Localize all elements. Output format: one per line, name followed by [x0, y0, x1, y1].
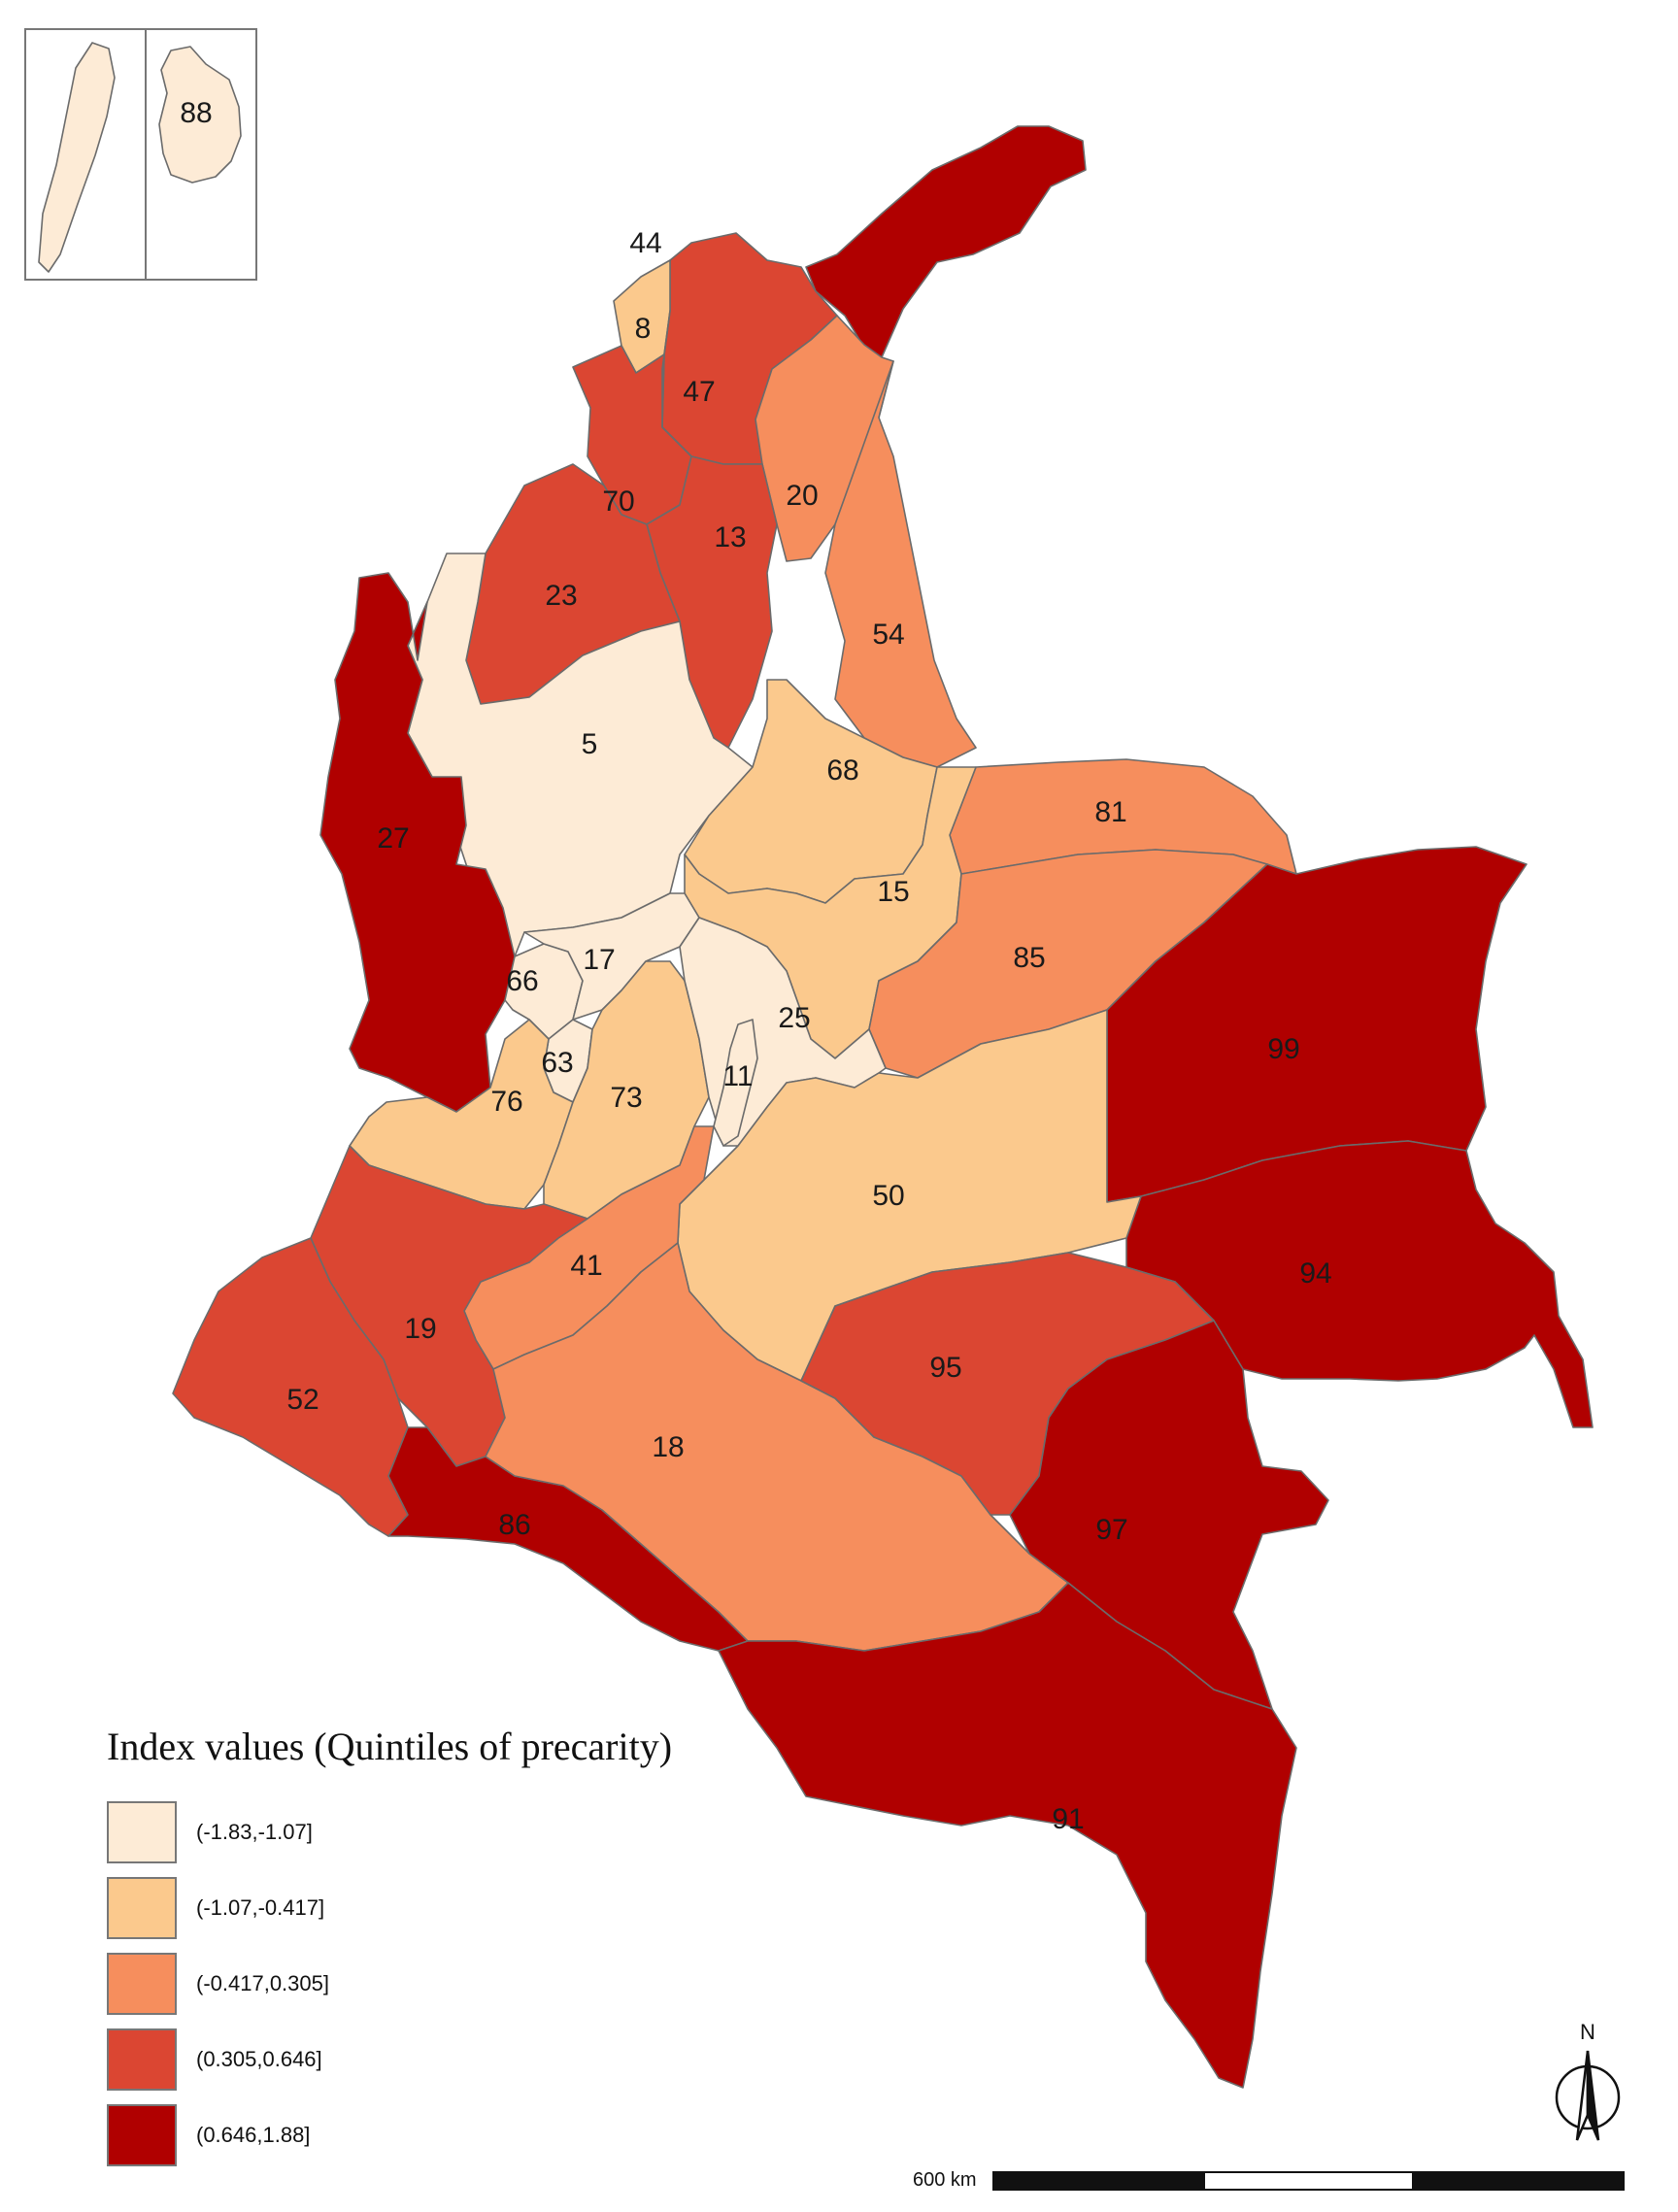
legend-swatch	[107, 1801, 177, 1863]
region-label-91: 91	[1052, 1803, 1084, 1835]
legend-label: (-0.417,0.305]	[196, 1971, 329, 1995]
region-44	[805, 125, 1087, 358]
region-label-5: 5	[582, 728, 598, 760]
scale-bar-segment-1	[991, 2170, 1203, 2191]
region-13	[646, 310, 778, 749]
legend-swatch	[107, 1953, 177, 2015]
region-label-97: 97	[1095, 1514, 1127, 1546]
legend-swatch	[107, 2104, 177, 2166]
region-27	[319, 572, 516, 1113]
legend-item: (0.646,1.88]	[107, 2097, 728, 2173]
scale-bar-label: 600 km	[913, 2169, 977, 2191]
region-label-19: 19	[404, 1313, 436, 1345]
region-91	[718, 1582, 1297, 2089]
region-88-island-a	[38, 42, 116, 273]
region-label-8: 8	[635, 313, 652, 345]
region-label-54: 54	[872, 619, 904, 651]
region-11	[713, 1019, 758, 1147]
region-label-73: 73	[610, 1082, 642, 1114]
north-arrow: N	[1542, 2020, 1633, 2146]
region-label-25: 25	[778, 1002, 810, 1034]
map-legend: Index values (Quintiles of precarity) (-…	[107, 1724, 728, 2173]
legend-item: (-0.417,0.305]	[107, 1946, 728, 2022]
legend-items: (-1.83,-1.07] (-1.07,-0.417] (-0.417,0.305…	[107, 1794, 728, 2173]
region-label-70: 70	[602, 486, 634, 518]
region-label-66: 66	[506, 965, 538, 997]
north-letter: N	[1580, 2020, 1595, 2044]
legend-label: (0.305,0.646]	[196, 2047, 322, 2071]
legend-item: (-1.83,-1.07]	[107, 1794, 728, 1870]
region-88-island-b	[158, 46, 242, 184]
region-52	[172, 1237, 409, 1537]
legend-title: Index values (Quintiles of precarity)	[107, 1725, 673, 1768]
region-label-15: 15	[877, 876, 909, 908]
region-label-95: 95	[929, 1352, 961, 1384]
region-label-27: 27	[377, 822, 409, 855]
region-label-41: 41	[570, 1250, 602, 1282]
scale-bar-segment-3	[1413, 2170, 1625, 2191]
region-label-88: 88	[180, 97, 212, 129]
inset-map	[24, 28, 257, 281]
region-label-76: 76	[490, 1086, 522, 1118]
region-label-81: 81	[1094, 796, 1126, 828]
region-label-11: 11	[722, 1060, 753, 1092]
legend-swatch	[107, 1877, 177, 1939]
region-label-47: 47	[683, 376, 715, 408]
region-labels: 5 8 11 13 15 17 18 19 20 23 25 27 41 44 47 50 52 54 63 66 68…	[180, 97, 1331, 1835]
region-label-50: 50	[872, 1180, 904, 1212]
north-arrow-icon	[1555, 2050, 1621, 2141]
region-label-23: 23	[545, 580, 577, 612]
region-label-18: 18	[652, 1431, 684, 1463]
region-label-52: 52	[286, 1384, 319, 1416]
region-label-86: 86	[498, 1509, 530, 1541]
region-label-85: 85	[1013, 942, 1045, 974]
region-label-68: 68	[826, 754, 858, 787]
region-label-13: 13	[714, 521, 746, 553]
legend-label: (0.646,1.88]	[196, 2123, 311, 2147]
region-label-99: 99	[1267, 1033, 1299, 1065]
legend-item: (0.305,0.646]	[107, 2022, 728, 2097]
mainland-regions	[172, 125, 1594, 2089]
legend-label: (-1.83,-1.07]	[196, 1820, 313, 1844]
legend-item: (-1.07,-0.417]	[107, 1870, 728, 1946]
region-label-63: 63	[541, 1047, 573, 1079]
region-label-44: 44	[629, 227, 661, 259]
region-label-20: 20	[786, 480, 818, 512]
scale-bar: 600 km	[913, 2169, 1625, 2192]
region-label-17: 17	[583, 944, 615, 976]
legend-label: (-1.07,-0.417]	[196, 1895, 325, 1920]
scale-bar-segment-2	[1202, 2170, 1414, 2191]
legend-swatch	[107, 2028, 177, 2091]
region-label-94: 94	[1299, 1257, 1331, 1290]
